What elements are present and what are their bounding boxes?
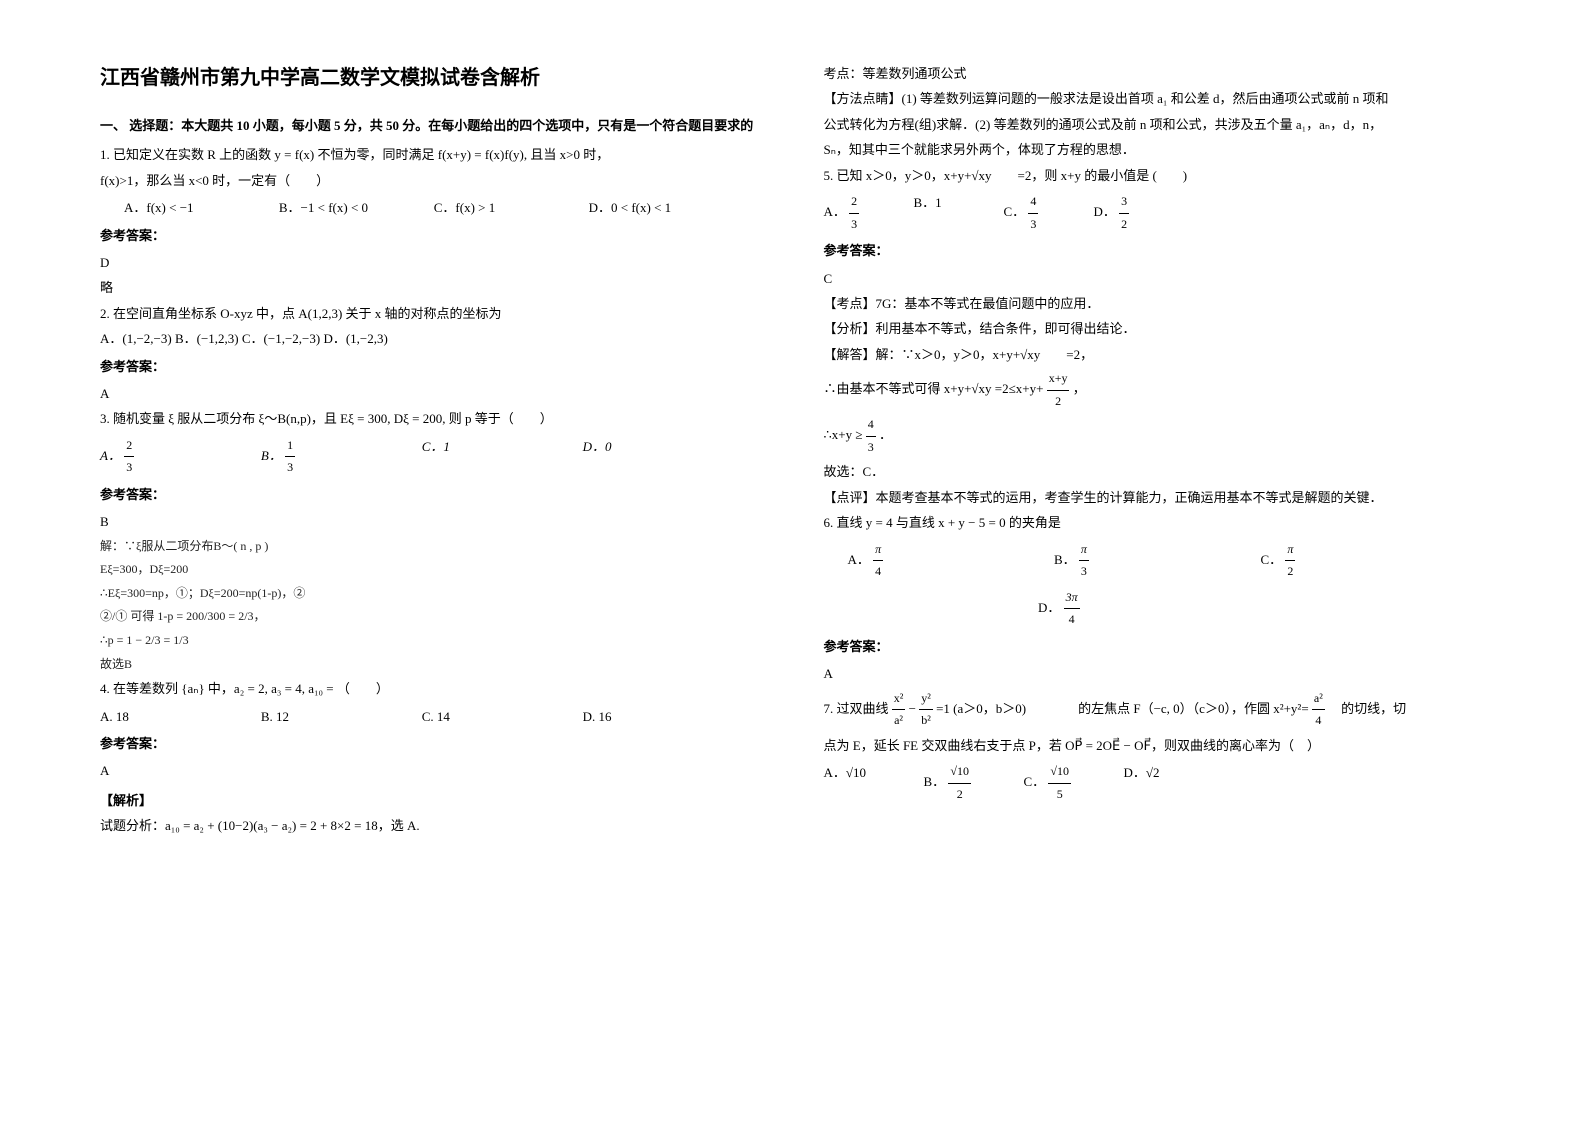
section-1-title: 一、 选择题：本大题共 10 小题，每小题 5 分，共 50 分。在每小题给出的… (100, 114, 764, 137)
q5-k3: 【解答】解：∵x＞0，y＞0，x+y+√xy =2， (824, 343, 1488, 366)
q6-options-row1: A． π4 B． π3 C． π2 (824, 539, 1488, 583)
q7-opt-d: D．√2 (1124, 761, 1224, 805)
q4-opt-b: B. 12 (261, 705, 422, 728)
page-title: 江西省赣州市第九中学高二数学文模拟试卷含解析 (100, 60, 764, 96)
q6-opt-c: C． π2 (1261, 539, 1468, 583)
q3-answer: B (100, 510, 764, 533)
q7-stem-2: 点为 E，延长 FE 交双曲线右支于点 P，若 OP⃗ = 2OE⃗ − OF⃗… (824, 734, 1488, 757)
q5-answer-label: 参考答案： (824, 239, 1488, 262)
q1-answer-label: 参考答案： (100, 224, 764, 247)
q7-opt-a: A．√10 (824, 761, 924, 805)
q7-stem-1: 7. 过双曲线 x²a² − y²b² =1 (a＞0，b＞0) 的左焦点 F（… (824, 688, 1488, 732)
q1-opt-d: D．0 < f(x) < 1 (589, 196, 744, 219)
q7-opt-b: B． √102 (924, 761, 1024, 805)
q6-opt-b: B． π3 (1054, 539, 1261, 583)
q1-opt-b: B．−1 < f(x) < 0 (279, 196, 434, 219)
q3-sol-5: ∴p = 1 − 2/3 = 1/3 (100, 630, 764, 652)
q3-opt-c: C．1 (422, 435, 583, 479)
q6-opt-a: A． π4 (848, 539, 1055, 583)
q4-opt-a: A. 18 (100, 705, 261, 728)
q5-stem-1: 5. 已知 x＞0，y＞0，x+y+√xy =2，则 x+y 的最小值是 ( ) (824, 164, 1488, 187)
q3-sol-4: ②/① 可得 1-p = 200/300 = 2/3， (100, 606, 764, 628)
q6-options-row2: D． 3π4 (824, 587, 1488, 631)
q3-answer-label: 参考答案： (100, 483, 764, 506)
q3-stem-1: 3. 随机变量 ξ 服从二项分布 ξ～B(n,p)，且 Eξ = 300, Dξ… (100, 407, 764, 430)
q5-opt-c: C． 43 (1004, 191, 1094, 235)
rtop-l2: 【方法点睛】(1) 等差数列运算问题的一般求法是设出首项 a₁ 和公差 d，然后… (824, 87, 1488, 110)
q5-k4: ∴由基本不等式可得 x+y+√xy =2≤x+y+ x+y2 ， (824, 368, 1488, 412)
q3-opt-d: D．0 (583, 435, 744, 479)
q1-opt-c: C．f(x) > 1 (434, 196, 589, 219)
q2-answer: A (100, 382, 764, 405)
q4-stem-1: 4. 在等差数列 {aₙ} 中，a₂ = 2, a₃ = 4, a₁₀ = （ … (100, 677, 764, 700)
q1-opt-a: A．f(x) < −1 (124, 196, 279, 219)
q1-brief: 略 (100, 276, 764, 299)
rtop-l3: 公式转化为方程(组)求解．(2) 等差数列的通项公式及前 n 项和公式，共涉及五… (824, 113, 1488, 136)
q5-answer: C (824, 267, 1488, 290)
q3-opt-a: A． 23 (100, 435, 261, 479)
q6-answer: A (824, 662, 1488, 685)
q3-sol-2: Eξ=300，Dξ=200 (100, 559, 764, 581)
q6-opt-d: D． 3π4 (1038, 587, 1253, 631)
q6-stem-1: 6. 直线 y = 4 与直线 x + y − 5 = 0 的夹角是 (824, 511, 1488, 534)
q4-answer: A (100, 759, 764, 782)
q2-options-line: A．(1,−2,−3) B．(−1,2,3) C．(−1,−2,−3) D．(1… (100, 327, 764, 350)
q4-answer-label: 参考答案： (100, 732, 764, 755)
q2-stem-1: 2. 在空间直角坐标系 O-xyz 中，点 A(1,2,3) 关于 x 轴的对称… (100, 302, 764, 325)
q5-opt-d: D． 32 (1094, 191, 1184, 235)
q3-sol-6: 故选B (100, 654, 764, 676)
q4-analysis: 试题分析：a₁₀ = a₂ + (10−2)(a₃ − a₂) = 2 + 8×… (100, 814, 764, 837)
q5-opt-b: B．1 (914, 191, 1004, 235)
q4-analysis-label: 【解析】 (100, 789, 764, 812)
q1-answer: D (100, 251, 764, 274)
q5-k7: 【点评】本题考查基本不等式的运用，考查学生的计算能力，正确运用基本不等式是解题的… (824, 486, 1488, 509)
q3-sol-3: ∴Eξ=300=np，①；Dξ=200=np(1-p)，② (100, 583, 764, 605)
q4-opt-c: C. 14 (422, 705, 583, 728)
rtop-l1: 考点：等差数列通项公式 (824, 62, 1488, 85)
q3-options: A． 23 B． 13 C．1 D．0 (100, 435, 764, 479)
q5-k5: ∴x+y ≥ 43 ． (824, 414, 1488, 458)
q5-opt-a: A． 23 (824, 191, 914, 235)
q3-sol-1: 解：∵ξ服从二项分布B～( n , p ) (100, 536, 764, 558)
q4-opt-d: D. 16 (583, 705, 744, 728)
q1-stem-2: f(x)>1，那么当 x<0 时，一定有（ ） (100, 169, 764, 192)
left-column: 江西省赣州市第九中学高二数学文模拟试卷含解析 一、 选择题：本大题共 10 小题… (100, 60, 764, 840)
right-column: 考点：等差数列通项公式 【方法点睛】(1) 等差数列运算问题的一般求法是设出首项… (824, 60, 1488, 840)
q3-opt-b: B． 13 (261, 435, 422, 479)
q6-answer-label: 参考答案： (824, 635, 1488, 658)
q3-solution: 解：∵ξ服从二项分布B～( n , p ) Eξ=300，Dξ=200 ∴Eξ=… (100, 536, 764, 676)
q5-options: A． 23 B．1 C． 43 D． 32 (824, 191, 1204, 235)
q7-opt-c: C． √105 (1024, 761, 1124, 805)
q1-options: A．f(x) < −1 B．−1 < f(x) < 0 C．f(x) > 1 D… (124, 196, 764, 219)
q5-k2: 【分析】利用基本不等式，结合条件，即可得出结论． (824, 317, 1488, 340)
q5-k6: 故选：C． (824, 460, 1488, 483)
q7-options: A．√10 B． √102 C． √105 D．√2 (824, 761, 1244, 805)
q5-k1: 【考点】7G：基本不等式在最值问题中的应用． (824, 292, 1488, 315)
q1-stem-1: 1. 已知定义在实数 R 上的函数 y = f(x) 不恒为零，同时满足 f(x… (100, 143, 764, 166)
q4-options: A. 18 B. 12 C. 14 D. 16 (100, 705, 764, 728)
rtop-l4: Sₙ，知其中三个就能求另外两个，体现了方程的思想． (824, 138, 1488, 161)
q2-answer-label: 参考答案： (100, 355, 764, 378)
